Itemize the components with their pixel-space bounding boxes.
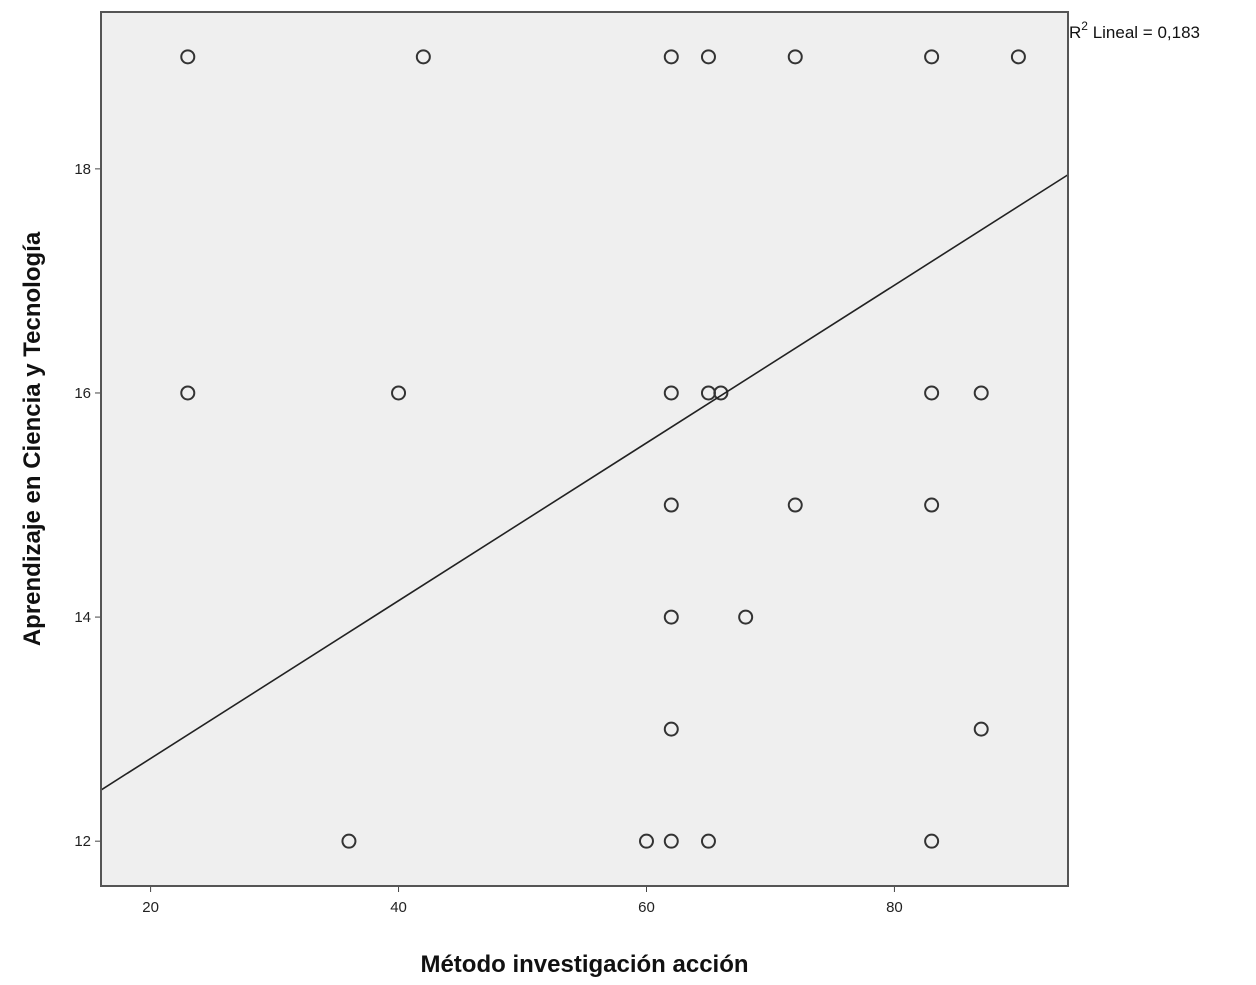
data-point [973, 385, 989, 401]
linear-fit-line [100, 174, 1069, 791]
y-tick-label: 12 [74, 833, 91, 850]
data-point [700, 833, 716, 849]
data-point [415, 49, 431, 65]
data-point [180, 385, 196, 401]
y-tick-label: 16 [74, 385, 91, 402]
data-point [924, 49, 940, 65]
data-point [663, 609, 679, 625]
x-tick-label: 40 [390, 899, 407, 916]
data-point [663, 385, 679, 401]
data-point [638, 833, 654, 849]
y-tick-label: 18 [74, 161, 91, 178]
r2-superscript: 2 [1081, 19, 1088, 33]
data-point [924, 833, 940, 849]
r2-prefix: R [1069, 23, 1081, 42]
plot-area [101, 12, 1068, 886]
data-point [787, 497, 803, 513]
plot-frame [100, 11, 1069, 887]
x-axis-title: Método investigación acción [420, 951, 748, 978]
data-point [663, 721, 679, 737]
r2-annotation: R2 Lineal = 0,183 [1069, 19, 1200, 42]
data-points [180, 49, 1026, 849]
x-axis-ticks: 20 40 60 80 [142, 886, 903, 916]
data-point [180, 49, 196, 65]
r2-text: Lineal = 0,183 [1088, 23, 1200, 42]
y-axis-ticks: 12 14 16 18 [74, 161, 101, 850]
data-point [924, 385, 940, 401]
data-point [663, 833, 679, 849]
x-tick-label: 60 [638, 899, 655, 916]
data-point [663, 497, 679, 513]
data-point [700, 49, 716, 65]
y-tick-label: 14 [74, 609, 91, 626]
data-point [924, 497, 940, 513]
data-point [391, 385, 407, 401]
x-tick-label: 20 [142, 899, 159, 916]
data-point [713, 385, 729, 401]
y-axis-title: Aprendizaje en Ciencia y Tecnología [19, 231, 46, 646]
data-point [341, 833, 357, 849]
data-point [1010, 49, 1026, 65]
x-tick-label: 80 [886, 899, 903, 916]
data-point [787, 49, 803, 65]
data-point [738, 609, 754, 625]
data-point [663, 49, 679, 65]
data-point [973, 721, 989, 737]
